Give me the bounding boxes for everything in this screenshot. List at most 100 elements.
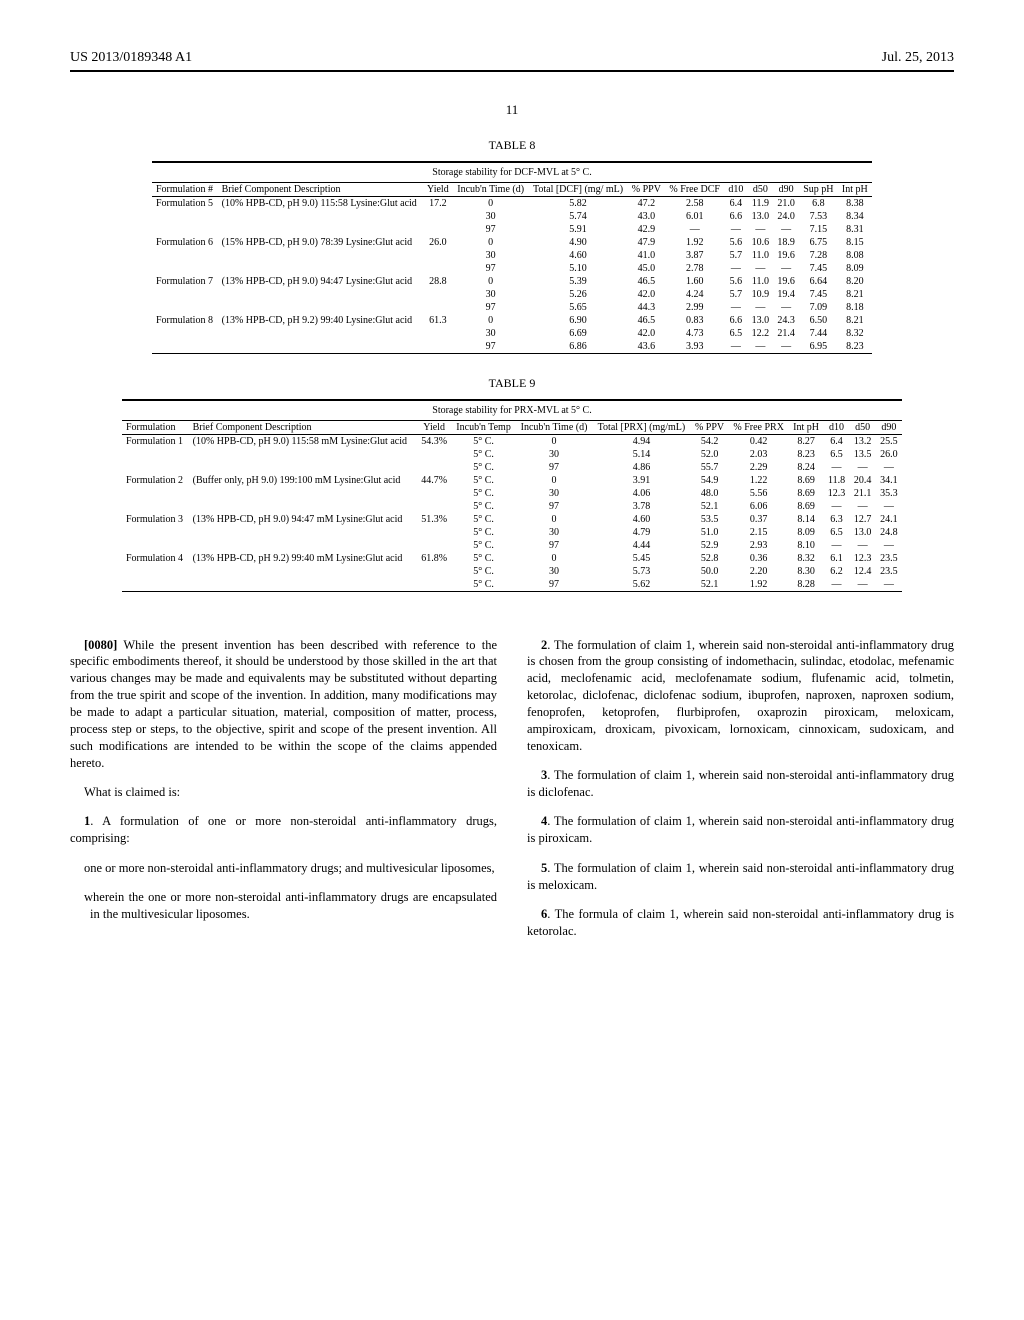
data-cell: 24.0 <box>773 210 799 223</box>
data-cell: 4.60 <box>528 249 627 262</box>
t8-col-6: % Free DCF <box>665 183 724 197</box>
formulation-name: Formulation 7 <box>152 275 218 314</box>
data-cell: 6.5 <box>724 327 747 340</box>
t9-col-7: % Free PRX <box>729 421 789 435</box>
t9-col-9: d10 <box>823 421 849 435</box>
data-cell: 47.2 <box>628 197 666 211</box>
data-cell: 47.9 <box>628 236 666 249</box>
claim-6: 6. The formula of claim 1, wherein said … <box>527 906 954 940</box>
data-cell: 34.1 <box>876 474 902 487</box>
data-cell: 5.10 <box>528 262 627 275</box>
formulation-name: Formulation 6 <box>152 236 218 275</box>
data-cell: 5° C. <box>451 578 515 592</box>
data-cell: 5.45 <box>592 552 690 565</box>
data-cell: 97 <box>453 262 529 275</box>
data-cell: 30 <box>516 565 593 578</box>
data-cell: 5° C. <box>451 513 515 526</box>
data-cell: 97 <box>453 340 529 354</box>
table-row: Formulation 5(10% HPB-CD, pH 9.0) 115:58… <box>152 197 872 211</box>
data-cell: 7.44 <box>799 327 838 340</box>
data-cell: 7.45 <box>799 288 838 301</box>
data-cell: 5.6 <box>724 275 747 288</box>
data-cell: 20.4 <box>850 474 876 487</box>
claim-4-text: . The formulation of claim 1, wherein sa… <box>527 814 954 845</box>
data-cell: 5.91 <box>528 223 627 236</box>
data-cell: 7.45 <box>799 262 838 275</box>
data-cell: — <box>773 223 799 236</box>
data-cell: 7.15 <box>799 223 838 236</box>
data-cell: 5° C. <box>451 474 515 487</box>
data-cell: 0 <box>453 275 529 288</box>
data-cell: — <box>850 578 876 592</box>
t9-col-3: Incub'n Temp <box>451 421 515 435</box>
data-cell: 21.0 <box>773 197 799 211</box>
data-cell: 5.73 <box>592 565 690 578</box>
data-cell: 30 <box>516 487 593 500</box>
table-row: Formulation 1(10% HPB-CD, pH 9.0) 115:58… <box>122 435 902 449</box>
claim-4: 4. The formulation of claim 1, wherein s… <box>527 813 954 847</box>
data-cell: 0.37 <box>729 513 789 526</box>
data-cell: 1.22 <box>729 474 789 487</box>
claim-2: 2. The formulation of claim 1, wherein s… <box>527 637 954 755</box>
t9-col-8: Int pH <box>789 421 824 435</box>
formulation-name: Formulation 4 <box>122 552 189 592</box>
data-cell: 97 <box>453 223 529 236</box>
data-cell: 4.79 <box>592 526 690 539</box>
data-cell: 0 <box>516 513 593 526</box>
data-cell: 8.20 <box>838 275 872 288</box>
data-cell: 11.0 <box>748 249 774 262</box>
data-cell: 5.74 <box>528 210 627 223</box>
data-cell: 8.38 <box>838 197 872 211</box>
table9-caption: Storage stability for PRX-MVL at 5° C. <box>122 400 902 421</box>
page-number: 11 <box>70 102 954 118</box>
claim-1-sub1: one or more non-steroidal anti-inflammat… <box>70 860 497 877</box>
data-cell: 8.23 <box>789 448 824 461</box>
data-cell: 0 <box>516 474 593 487</box>
formulation-name: Formulation 3 <box>122 513 189 552</box>
data-cell: 5.7 <box>724 288 747 301</box>
data-cell: 8.24 <box>789 461 824 474</box>
table8: Storage stability for DCF-MVL at 5° C. F… <box>152 161 872 356</box>
data-cell: 42.0 <box>628 288 666 301</box>
table-row: Formulation 2(Buffer only, pH 9.0) 199:1… <box>122 474 902 487</box>
data-cell: 24.8 <box>876 526 902 539</box>
data-cell: 52.9 <box>691 539 729 552</box>
data-cell: 6.5 <box>823 526 849 539</box>
data-cell: 13.5 <box>850 448 876 461</box>
data-cell: 12.7 <box>850 513 876 526</box>
data-cell: 1.92 <box>729 578 789 592</box>
data-cell: 12.2 <box>748 327 774 340</box>
formulation-desc: (13% HPB-CD, pH 9.2) 99:40 Lysine:Glut a… <box>218 314 423 354</box>
t8-col-2: Yield <box>423 183 453 197</box>
data-cell: 8.14 <box>789 513 824 526</box>
data-cell: 5° C. <box>451 500 515 513</box>
data-cell: 2.99 <box>665 301 724 314</box>
formulation-desc: (Buffer only, pH 9.0) 199:100 mM Lysine:… <box>189 474 417 513</box>
data-cell: 8.28 <box>789 578 824 592</box>
data-cell: 12.3 <box>850 552 876 565</box>
data-cell: 97 <box>453 301 529 314</box>
claim-2-text: . The formulation of claim 1, wherein sa… <box>527 638 954 753</box>
data-cell: 43.0 <box>628 210 666 223</box>
t8-col-11: Int pH <box>838 183 872 197</box>
formulation-desc: (13% HPB-CD, pH 9.0) 94:47 mM Lysine:Glu… <box>189 513 417 552</box>
data-cell: 7.09 <box>799 301 838 314</box>
data-cell: — <box>876 500 902 513</box>
formulation-desc: (13% HPB-CD, pH 9.0) 94:47 Lysine:Glut a… <box>218 275 423 314</box>
para-0080: [0080] While the present invention has b… <box>70 637 497 772</box>
data-cell: — <box>724 223 747 236</box>
data-cell: 4.44 <box>592 539 690 552</box>
data-cell: 11.9 <box>748 197 774 211</box>
data-cell: 6.86 <box>528 340 627 354</box>
data-cell: 52.1 <box>691 500 729 513</box>
data-cell: — <box>773 340 799 354</box>
data-cell: 12.3 <box>823 487 849 500</box>
claim-1-lead: . A formulation of one or more non-stero… <box>70 814 497 845</box>
data-cell: 0 <box>516 552 593 565</box>
yield-cell: 51.3% <box>417 513 452 552</box>
data-cell: 6.06 <box>729 500 789 513</box>
data-cell: 5.6 <box>724 236 747 249</box>
data-cell: 5.39 <box>528 275 627 288</box>
data-cell: 3.78 <box>592 500 690 513</box>
header-rule <box>70 70 954 72</box>
